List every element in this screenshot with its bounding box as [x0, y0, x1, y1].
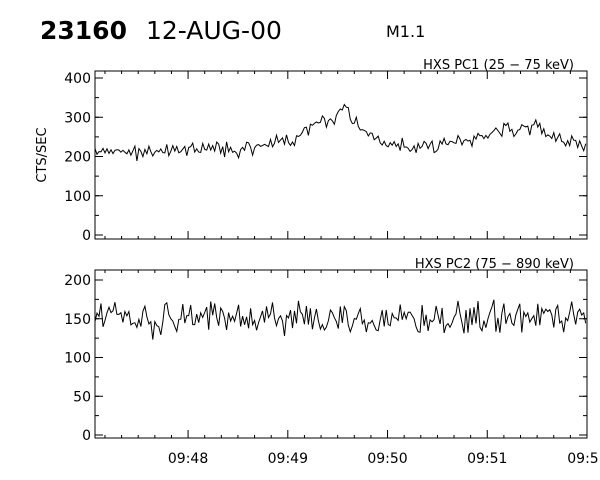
x-tick-label-3: 09:51: [467, 451, 507, 467]
y-tick-label-1-3: 300: [64, 110, 91, 126]
event-id: 23160: [40, 16, 127, 45]
panel-title-2: HXS PC2 (75 − 890 keV): [415, 257, 574, 272]
y-tick-label-1-1: 100: [64, 189, 91, 205]
x-tick-label-2: 09:50: [367, 451, 407, 467]
x-tick-label-1: 09:49: [268, 451, 308, 467]
y-tick-label-2-0: 0: [82, 428, 91, 444]
plot-frame-2: [94, 269, 588, 439]
plot-frame-1: [94, 70, 588, 240]
y-tick-label-1-2: 200: [64, 150, 91, 166]
x-tick-label-0: 09:48: [168, 451, 208, 467]
series-line-1: [94, 103, 587, 161]
flare-class: M1.1: [386, 22, 426, 41]
panel-title-1: HXS PC1 (25 − 75 keV): [423, 58, 574, 73]
y-tick-label-2-1: 50: [73, 389, 91, 405]
y-tick-label-2-4: 200: [64, 273, 91, 289]
y-axis-label-1: CTS/SEC: [35, 127, 50, 182]
y-tick-label-1-4: 400: [64, 71, 91, 87]
x-tick-label-4: 09:5: [567, 451, 598, 467]
series-line-2: [94, 299, 587, 340]
y-tick-label-2-2: 100: [64, 351, 91, 367]
event-date: 12-AUG-00: [146, 16, 282, 45]
y-tick-label-2-3: 150: [64, 312, 91, 328]
y-tick-label-1-0: 0: [82, 228, 91, 244]
